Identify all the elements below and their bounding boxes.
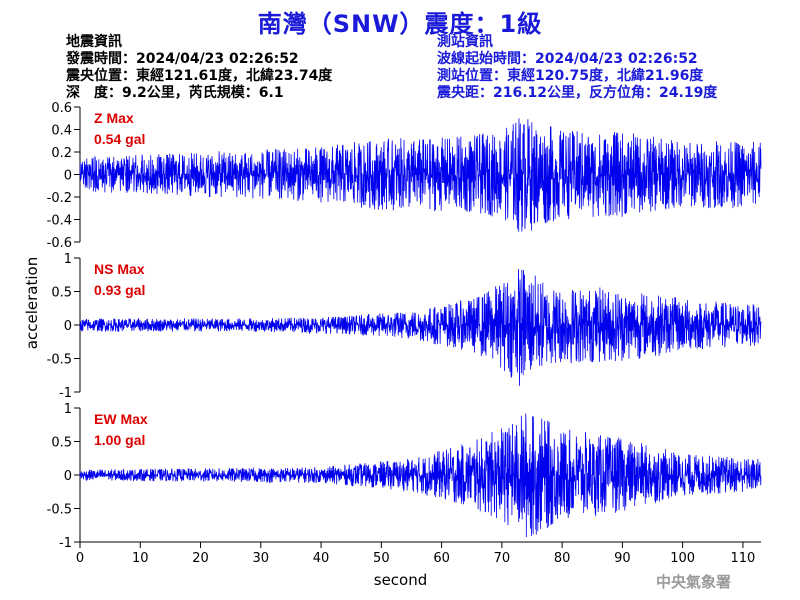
quake-epicenter-location: 震央位置：東經121.61度，北緯23.74度 xyxy=(66,68,333,84)
x-tick-label: 30 xyxy=(253,551,270,566)
x-tick-label: 80 xyxy=(554,551,571,566)
station-info-panel: 測站資訊 波線起始時間：2024/04/23 02:26:52 測站位置：東經1… xyxy=(437,34,717,102)
y-tick-label: -1 xyxy=(59,536,72,551)
y-tick-label: 1 xyxy=(64,252,72,267)
max-value-ew: 1.00 gal xyxy=(94,432,145,448)
max-value-ns: 0.93 gal xyxy=(94,282,145,298)
agency-watermark: 中央氣象署 xyxy=(656,573,732,591)
y-tick-label: 0 xyxy=(64,319,72,334)
y-tick-label: -0.4 xyxy=(47,214,72,229)
station-info-heading: 測站資訊 xyxy=(437,34,493,50)
x-axis-label: second xyxy=(374,571,428,589)
chart-title: 南灣（SNW）震度：1級 xyxy=(257,10,543,38)
x-tick-label: 20 xyxy=(192,551,209,566)
y-tick-label: -0.5 xyxy=(47,353,72,368)
max-label-z: Z Max xyxy=(94,110,134,126)
waveform-trace-ew xyxy=(79,413,762,538)
y-tick-label: 0.4 xyxy=(51,124,72,139)
waveform-trace-ns xyxy=(79,268,762,386)
quake-info-panel: 地震資訊 發震時間：2024/04/23 02:26:52 震央位置：東經121… xyxy=(66,34,332,102)
y-tick-label: 0.2 xyxy=(51,146,72,161)
y-tick-label: -0.2 xyxy=(47,191,72,206)
quake-origin-time: 發震時間：2024/04/23 02:26:52 xyxy=(66,51,299,67)
station-epicentral-distance: 震央距：216.12公里，反方位角：24.19度 xyxy=(437,85,718,101)
max-label-ns: NS Max xyxy=(94,261,145,277)
x-tick-label: 70 xyxy=(494,551,511,566)
max-value-z: 0.54 gal xyxy=(94,131,145,147)
y-tick-label: 0 xyxy=(64,469,72,484)
y-tick-label: 0.5 xyxy=(51,436,72,451)
x-tick-label: 50 xyxy=(373,551,390,566)
y-axis-label: acceleration xyxy=(23,257,41,349)
quake-info-heading: 地震資訊 xyxy=(66,34,122,50)
y-tick-label: 1 xyxy=(64,402,72,417)
x-tick-label: 100 xyxy=(670,551,695,566)
y-tick-label: 0.6 xyxy=(51,101,72,116)
station-wave-start-time: 波線起始時間：2024/04/23 02:26:52 xyxy=(437,51,698,67)
x-tick-label: 110 xyxy=(731,551,756,566)
x-tick-label: 40 xyxy=(313,551,330,566)
y-tick-label: 0 xyxy=(64,169,72,184)
waveform-trace-z xyxy=(79,118,762,232)
x-tick-label: 0 xyxy=(76,551,84,566)
x-tick-label: 10 xyxy=(132,551,149,566)
max-label-ew: EW Max xyxy=(94,411,148,427)
x-tick-label: 90 xyxy=(614,551,631,566)
y-tick-label: -1 xyxy=(59,386,72,401)
y-tick-label: 0.5 xyxy=(51,286,72,301)
y-tick-label: -0.6 xyxy=(47,236,72,251)
y-tick-label: -0.5 xyxy=(47,503,72,518)
quake-depth-magnitude: 深 度：9.2公里，芮氏規模：6.1 xyxy=(66,85,284,101)
x-tick-label: 60 xyxy=(433,551,450,566)
station-location: 測站位置：東經120.75度，北緯21.96度 xyxy=(437,68,704,84)
